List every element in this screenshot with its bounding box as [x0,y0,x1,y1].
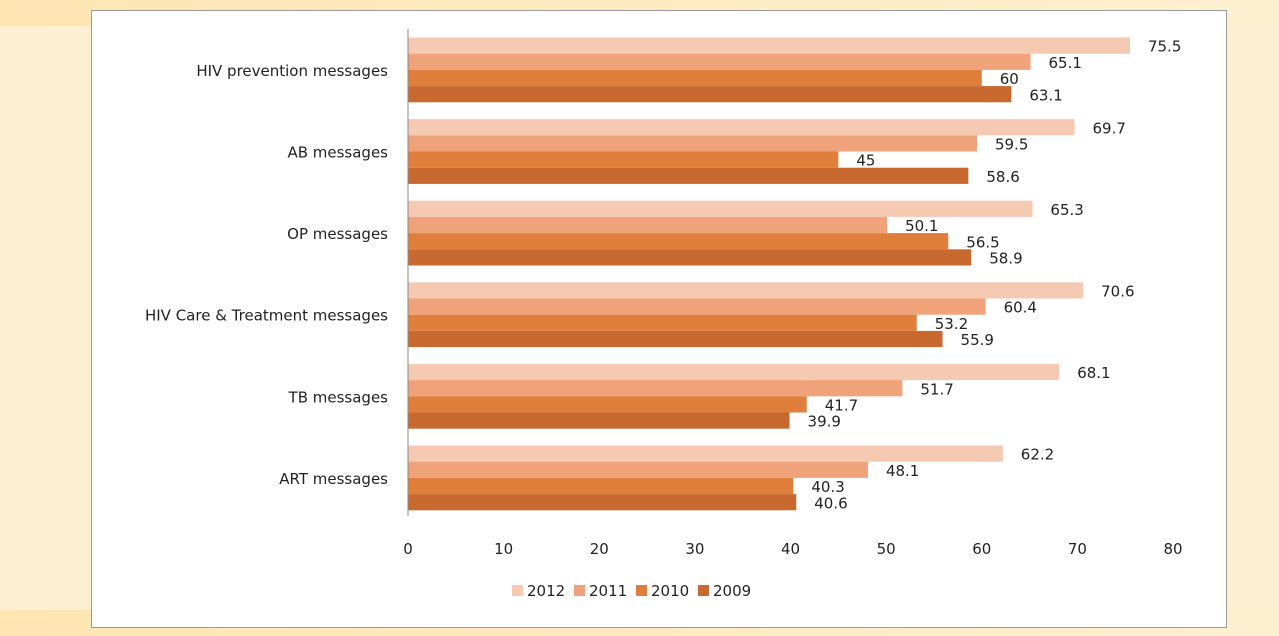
data-label: 48.1 [886,462,919,480]
data-label: 63.1 [1029,86,1062,104]
bar-2009 [408,494,797,511]
bar-2012 [408,200,1033,217]
data-label: 39.9 [808,413,841,431]
legend-swatch-2012 [512,585,523,596]
bar-2010 [408,477,794,495]
legend-label: 2012 [527,582,565,600]
data-label: 58.6 [986,168,1019,186]
data-label: 65.3 [1050,201,1083,219]
bar-2011 [408,461,868,478]
x-tick-label: 50 [877,540,896,558]
x-tick-label: 60 [972,540,991,558]
legend-swatch-2011 [574,585,585,596]
category-label: TB messages [288,388,389,406]
data-label: 68.1 [1077,364,1110,382]
legend-swatch-2009 [698,585,709,596]
x-tick-label: 30 [685,540,704,558]
bar-2011 [408,380,903,397]
data-label: 69.7 [1093,119,1126,137]
category-label: OP messages [287,225,388,243]
bar-2009 [408,330,943,348]
bar-2011 [408,53,1031,70]
bar-2009 [408,86,1012,103]
bar-chart: HIV prevention messages AB messages OP mes… [145,29,1183,600]
category-label: HIV Care & Treatment messages [145,307,388,325]
bar-2009 [408,167,969,184]
legend-label: 2010 [651,582,689,600]
bar-2012 [408,363,1060,381]
data-label: 40.3 [811,478,844,496]
legend-label: 2011 [589,582,627,600]
data-label: 60.4 [1004,299,1037,317]
bar-2010 [408,396,807,413]
x-tick-label: 20 [590,540,609,558]
x-tick-label: 40 [781,540,800,558]
data-label: 58.9 [989,250,1022,268]
category-label: ART messages [279,470,388,488]
data-label: 40.6 [814,494,847,512]
data-label: 50.1 [905,217,938,235]
x-tick-label: 0 [403,540,413,558]
data-label: 65.1 [1049,54,1082,72]
bar-2009 [408,412,790,429]
bar-2012 [408,37,1130,54]
data-label: 41.7 [825,397,858,415]
data-label: 59.5 [995,136,1028,154]
data-label: 56.5 [966,233,999,251]
data-label: 75.5 [1148,38,1181,56]
data-label: 53.2 [935,315,968,333]
bar-2010 [408,314,917,331]
bar-2011 [408,135,977,152]
category-label: HIV prevention messages [196,62,388,80]
x-tick-label: 10 [494,540,513,558]
bar-2010 [408,69,982,87]
legend-swatch-2010 [636,585,647,596]
bar-2011 [408,298,986,315]
data-label: 55.9 [961,331,994,349]
category-label: AB messages [287,144,388,162]
chart-frame: HIV prevention messages AB messages OP mes… [91,10,1227,628]
data-label: 45 [856,152,875,170]
bar-2012 [408,282,1084,299]
x-tick-label: 70 [1068,540,1087,558]
data-label: 60 [1000,70,1019,88]
bar-2012 [408,445,1003,462]
data-label: 70.6 [1101,283,1134,301]
legend-label: 2009 [713,582,751,600]
bar-2012 [408,119,1075,136]
data-label: 62.2 [1021,446,1054,464]
bar-2010 [408,151,839,168]
data-label: 51.7 [920,380,953,398]
bar-2009 [408,249,972,266]
bar-2011 [408,216,888,234]
bar-2010 [408,233,949,250]
x-tick-label: 80 [1163,540,1182,558]
